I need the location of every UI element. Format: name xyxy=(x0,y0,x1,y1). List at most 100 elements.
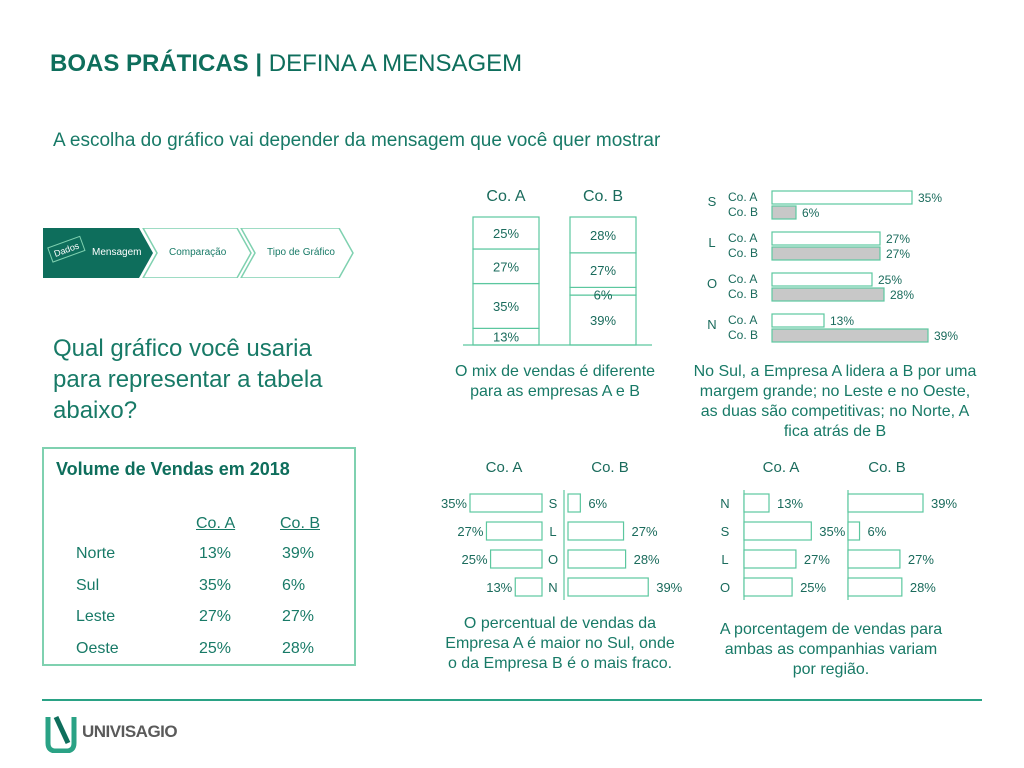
chart2-region-label: L xyxy=(708,235,715,250)
process-step-comparacao: Comparação xyxy=(169,247,227,258)
chart2-series-label: Co. B xyxy=(728,205,758,219)
table-cell-region: Leste xyxy=(76,608,116,625)
table-cell-region: Norte xyxy=(76,545,116,562)
logo-text: UNIVISAGIO xyxy=(82,722,178,741)
table-cell-region: Sul xyxy=(76,576,100,594)
caption-chart-4: A porcentagem de vendas para ambas as co… xyxy=(719,621,943,678)
chart4-bar-co-a xyxy=(743,521,812,541)
chart1-data-label: 13% xyxy=(493,330,519,345)
chart1-data-label: 39% xyxy=(590,313,616,328)
chart3-bar-co-a xyxy=(489,549,543,569)
chart3-bar-co-b xyxy=(567,521,625,541)
chart3-header-co-b: Co. B xyxy=(591,459,629,476)
page-title: BOAS PRÁTICAS | DEFINA A MENSAGEM xyxy=(50,50,522,78)
chart1-segment xyxy=(569,294,637,346)
chart3-bar-co-b xyxy=(567,493,581,513)
chart3-bar-co-a xyxy=(485,521,543,541)
table-cell-a: 27% xyxy=(199,608,232,625)
chart2-data-label: 28% xyxy=(890,288,914,302)
chart3-region-label: O xyxy=(548,552,558,567)
logo-mark-icon xyxy=(45,715,77,754)
caption-chart-1: O mix de vendas é diferente para as empr… xyxy=(454,363,656,400)
chart1-segment xyxy=(472,216,540,250)
table-cell-b: 6% xyxy=(282,576,306,594)
caption-chart-3: O percentual de vendas da Empresa A é ma… xyxy=(445,615,675,672)
sales-table-title: Volume de Vendas em 2018 xyxy=(56,459,290,479)
chart2-series-label: Co. A xyxy=(728,272,757,286)
sales-table: Volume de Vendas em 2018 Co. A Co. B Nor… xyxy=(42,447,356,666)
chart4-data-label-b: 6% xyxy=(868,524,887,539)
chart2-bar xyxy=(771,246,881,261)
chart4-region-label: N xyxy=(720,496,729,511)
chart4-data-label-a: 13% xyxy=(777,496,803,511)
chart2-series-label: Co. A xyxy=(728,231,757,245)
chart1-data-label: 28% xyxy=(590,228,616,243)
chart1-data-label: 27% xyxy=(590,263,616,278)
caption-chart-2: No Sul, a Empresa A lidera a B por uma m… xyxy=(693,363,977,440)
chart1-data-label: 27% xyxy=(493,259,519,274)
process-step-mensagem: Mensagem xyxy=(92,247,142,258)
process-step-tipo-shape xyxy=(240,228,354,278)
chart3-region-label: S xyxy=(549,496,558,511)
univisagio-logo: UNIVISAGIO xyxy=(44,713,178,754)
question-text: Qual gráfico você usaria para representa… xyxy=(53,335,323,424)
chart1-data-label: 25% xyxy=(493,226,519,241)
chart1-data-label: 6% xyxy=(594,287,613,302)
process-flow: Dados Mensagem Comparação Tipo de Gráfic… xyxy=(43,228,355,278)
table-cell-b: 27% xyxy=(282,608,315,625)
chart3-bar-co-a xyxy=(514,577,543,597)
chart1-column-label: Co. A xyxy=(486,188,525,205)
chart2-data-label: 35% xyxy=(918,191,942,205)
chart4-bar-co-b xyxy=(847,549,901,569)
chart2-data-label: 39% xyxy=(934,329,958,343)
chart2-region-label: O xyxy=(707,276,717,291)
chart3-region-label: N xyxy=(548,580,557,595)
chart3-data-label-b: 6% xyxy=(588,496,607,511)
footer-divider xyxy=(42,699,982,701)
process-chevrons: Dados xyxy=(43,228,354,278)
chart2-bar xyxy=(771,287,885,302)
chart3-header-co-a: Co. A xyxy=(486,459,523,476)
chart1-column-label: Co. B xyxy=(583,188,623,205)
chart2-data-label: 27% xyxy=(886,232,910,246)
chart2-data-label: 25% xyxy=(878,273,902,287)
chart4-region-label: O xyxy=(720,580,730,595)
table-cell-a: 13% xyxy=(199,545,232,562)
table-cell-b: 39% xyxy=(282,545,315,562)
chart3-data-label-a: 13% xyxy=(486,580,512,595)
chart4-header-co-b: Co. B xyxy=(868,459,906,476)
chart1-segment xyxy=(569,252,637,288)
chart2-bar xyxy=(771,272,873,287)
chart2-data-label: 13% xyxy=(830,314,854,328)
chart4-data-label-a: 25% xyxy=(800,580,826,595)
chart2-region-label: S xyxy=(708,194,717,209)
chart2-data-label: 6% xyxy=(802,206,820,220)
page-title-bold: BOAS PRÁTICAS | xyxy=(50,50,263,77)
chart2-bar xyxy=(771,313,825,328)
table-cell-region: Oeste xyxy=(76,639,119,657)
chart4-region-label: L xyxy=(721,552,728,567)
process-step-comparacao-shape xyxy=(142,228,252,278)
chart2-bar xyxy=(771,205,797,220)
chart4-data-label-a: 35% xyxy=(819,524,845,539)
page-subtitle: A escolha do gráfico vai depender da men… xyxy=(53,130,661,151)
table-cell-a: 25% xyxy=(199,639,232,657)
chart3-data-label-a: 35% xyxy=(441,496,467,511)
charts-area: Co. A 13% 35% 27% 25% Co. B 39% 6% 27% 28% S Co. A 3… xyxy=(441,188,958,600)
chart4-region-label: S xyxy=(721,524,730,539)
chart2-series-label: Co. A xyxy=(728,313,757,327)
chart4-data-label-b: 27% xyxy=(908,552,934,567)
col-header-co-a: Co. A xyxy=(196,515,236,532)
chart2-bar xyxy=(771,328,929,343)
table-cell-b: 28% xyxy=(282,639,315,657)
chart4-bar-co-b xyxy=(847,577,903,597)
chart1-segment xyxy=(569,216,637,254)
chart4-data-label-a: 27% xyxy=(804,552,830,567)
chart2-bar xyxy=(771,190,913,205)
chart1-segment xyxy=(472,282,540,329)
col-header-co-b: Co. B xyxy=(280,515,321,532)
chart2-bar xyxy=(771,231,881,246)
chart3-region-label: L xyxy=(549,524,556,539)
chart4-header-co-a: Co. A xyxy=(763,459,800,476)
chart4-bar-co-a xyxy=(743,493,770,513)
